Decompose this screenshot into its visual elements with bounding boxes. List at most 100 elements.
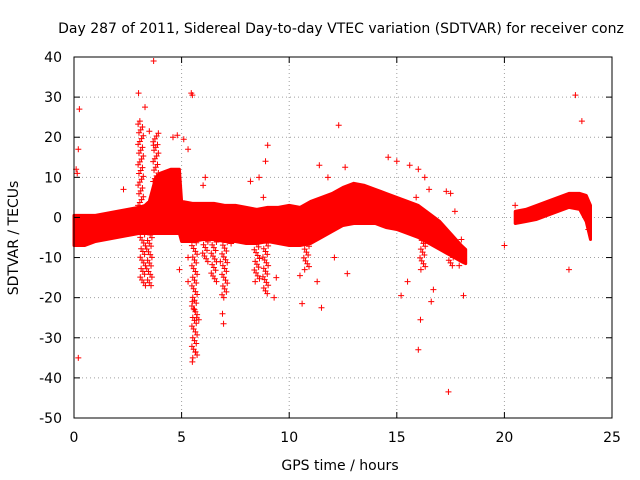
spike-point (194, 331, 201, 338)
outlier-point (180, 206, 187, 213)
spike-point (193, 239, 200, 246)
spike-point (224, 259, 231, 266)
spike-point (140, 132, 147, 139)
outlier-point (76, 106, 83, 113)
outlier-point (299, 300, 306, 307)
spike-point (193, 259, 200, 266)
outlier-point (456, 262, 463, 269)
outlier-point (220, 320, 227, 327)
spike-point (264, 290, 271, 297)
spike-point (256, 255, 263, 262)
x-axis-ticks: 0 5 10 15 20 25 (70, 57, 621, 446)
outlier-point (228, 240, 235, 247)
outlier-point (318, 304, 325, 311)
y-tick-label: -20 (39, 291, 62, 307)
outlier-point (578, 118, 585, 125)
spike-point (194, 271, 201, 278)
y-tick-label: -10 (39, 251, 62, 267)
spike-point (417, 266, 424, 273)
spike-point (203, 247, 210, 254)
outlier-point (428, 298, 435, 305)
outlier-point (256, 174, 263, 181)
outlier-point (195, 316, 202, 323)
spike-point (136, 118, 143, 125)
spike-point (154, 141, 161, 148)
outlier-point (413, 194, 420, 201)
x-axis-label: GPS time / hours (281, 458, 398, 474)
x-tick-label: 5 (177, 430, 186, 446)
chart-title: Day 287 of 2011, Sidereal Day-to-day VTE… (58, 21, 624, 37)
data-band-layer (72, 167, 592, 266)
spike-point (142, 242, 149, 249)
outlier-point (585, 226, 592, 233)
outlier-point (445, 388, 452, 395)
spike-point (194, 291, 201, 298)
y-tick-label: -30 (39, 331, 62, 347)
outlier-point (189, 298, 196, 305)
outlier-point (449, 242, 456, 249)
spike-point (140, 193, 147, 200)
outlier-point (191, 306, 198, 313)
x-tick-label: 15 (388, 430, 406, 446)
outlier-point (342, 164, 349, 171)
outlier-point (176, 266, 183, 273)
outlier-point (460, 292, 467, 299)
spike-point (155, 150, 162, 157)
spike-point (213, 278, 220, 285)
spike-point (193, 320, 200, 327)
spike-point (148, 254, 155, 261)
spike-point (139, 144, 146, 151)
spike-point (213, 238, 220, 245)
spike-point (155, 169, 162, 176)
outlier-point (120, 186, 127, 193)
outlier-point (324, 174, 331, 181)
outlier-point (415, 346, 422, 353)
outlier-point (264, 142, 271, 149)
outlier-point (185, 278, 192, 285)
outlier-point (421, 174, 428, 181)
spike-point (141, 251, 148, 258)
spike-point (142, 282, 149, 289)
x-tick-label: 20 (495, 430, 513, 446)
spike-point (223, 268, 230, 275)
spike-point (142, 222, 149, 229)
outlier-point (169, 134, 176, 141)
outlier-point (385, 154, 392, 161)
spike-point (140, 173, 147, 180)
spike-point (193, 280, 200, 287)
spike-point (194, 251, 201, 258)
spike-point (204, 238, 211, 245)
spike-point (139, 123, 146, 130)
spike-point (155, 189, 162, 196)
outlier-point (189, 358, 196, 365)
spike-point (224, 280, 231, 287)
spike-point (154, 181, 161, 188)
spike-point (264, 251, 271, 258)
outlier-point (74, 170, 81, 177)
outlier-point (443, 188, 450, 195)
outlier-point (430, 286, 437, 293)
spike-point (194, 231, 201, 238)
outlier-point (142, 104, 149, 111)
outlier-point (572, 92, 579, 99)
spike-point (449, 262, 456, 269)
y-tick-label: -50 (39, 411, 62, 427)
y-axis-ticks: -50 -40 -30 -20 -10 0 10 20 30 40 (39, 50, 612, 427)
outlier-point (296, 272, 303, 279)
outlier-point (316, 162, 323, 169)
y-tick-label: -40 (39, 371, 62, 387)
spike-point (139, 164, 146, 171)
outlier-point (331, 254, 338, 261)
plot-frame (73, 56, 613, 419)
outlier-point (344, 270, 351, 277)
outlier-point (271, 294, 278, 301)
spike-point (264, 271, 271, 278)
outlier-point (314, 278, 321, 285)
outlier-point (273, 274, 280, 281)
spike-point (148, 282, 155, 289)
outlier-point (565, 266, 572, 273)
spike-point (148, 274, 155, 281)
spike-point (265, 262, 272, 269)
outlier-point (135, 90, 142, 97)
